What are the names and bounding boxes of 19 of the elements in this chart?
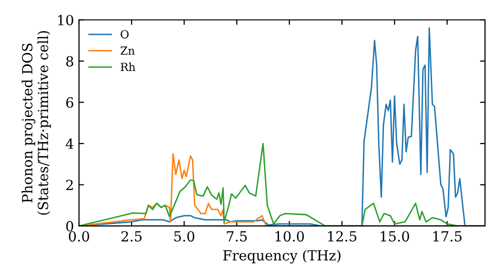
legend-label: Rh — [120, 62, 136, 71]
x-tick-label: 2.5 — [121, 231, 142, 242]
x-tick-label: 10.0 — [276, 231, 304, 242]
x-tick-label: 15.0 — [380, 231, 410, 242]
y-tick-label: 0 — [66, 220, 74, 232]
x-tick-label: 7.5 — [226, 231, 247, 242]
y-tick-label: 6 — [66, 97, 74, 108]
y-axis-title: Phonon projected DOS (States/THz·primitive cell) — [22, 31, 51, 215]
y-tick-label: 10 — [58, 14, 74, 26]
y-tick-label: 4 — [66, 138, 74, 149]
x-tick-label: 12.5 — [328, 231, 356, 242]
legend-label: Zn — [120, 46, 135, 55]
y-tick-label: 2 — [66, 180, 73, 190]
x-tick-label: 0.0 — [68, 231, 90, 242]
x-tick-label: 17.5 — [433, 231, 462, 242]
y-tick-label: 8 — [66, 56, 74, 67]
x-tick-label: 5.0 — [174, 231, 194, 242]
legend-label: O — [120, 30, 129, 38]
x-axis-title: Frequency (THz) — [223, 250, 340, 264]
